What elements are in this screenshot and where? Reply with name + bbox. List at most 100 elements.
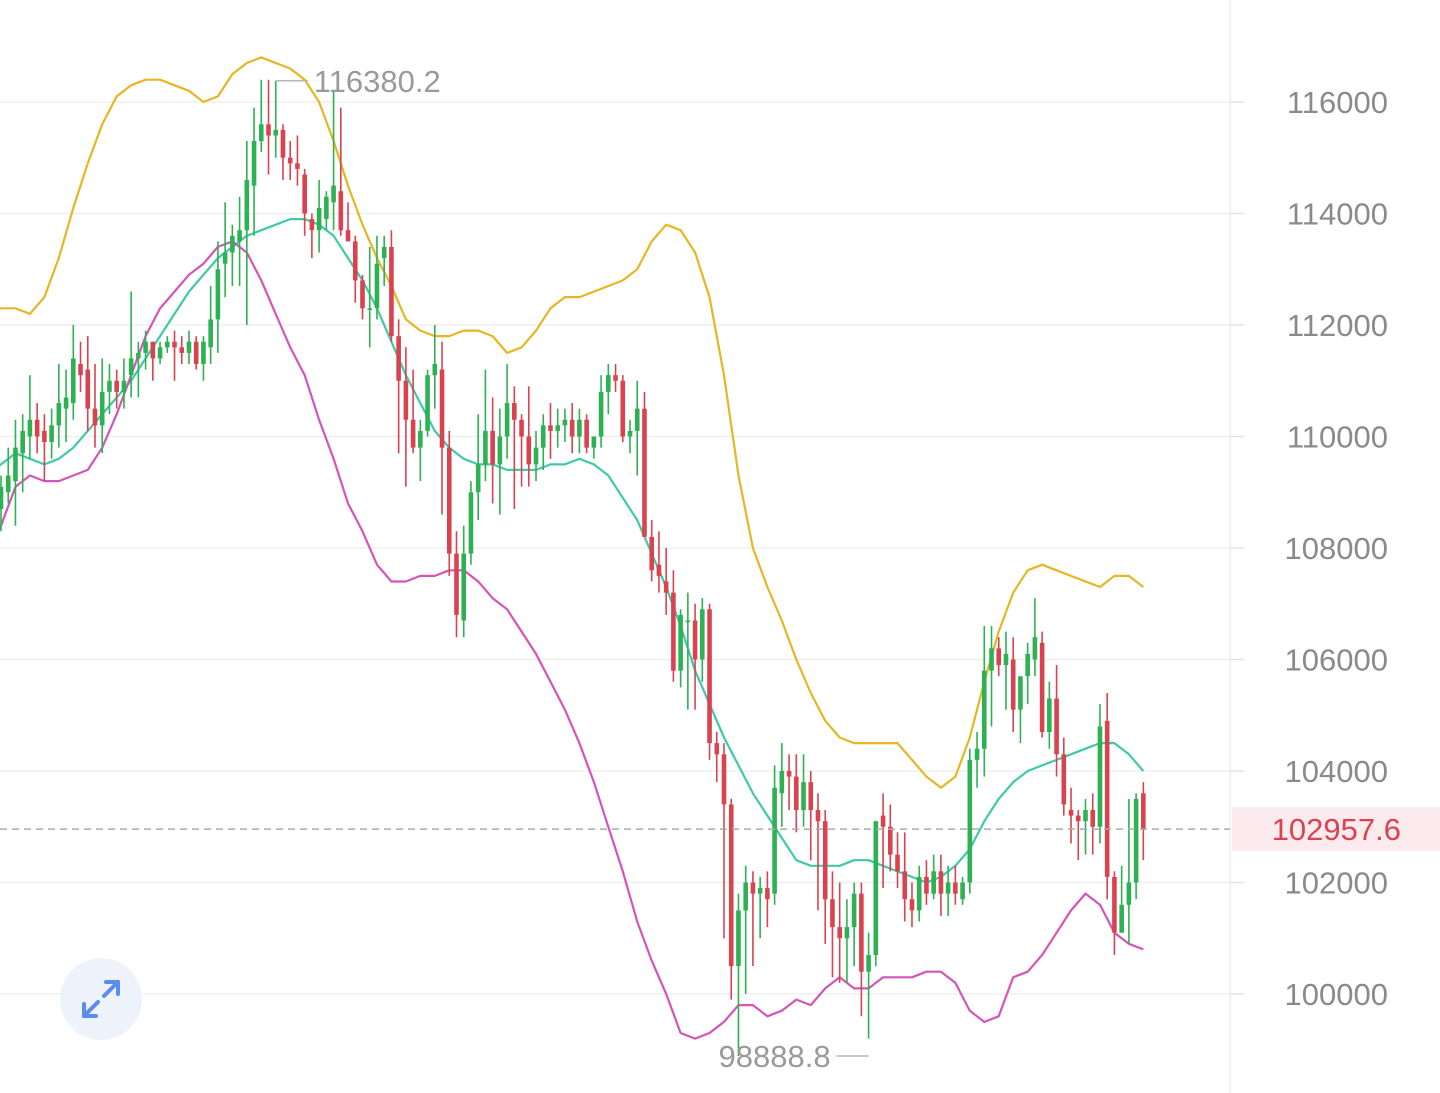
candle[interactable] <box>56 364 62 448</box>
candle[interactable] <box>446 430 452 576</box>
candle[interactable] <box>345 202 351 242</box>
candle[interactable] <box>577 408 582 454</box>
candle[interactable] <box>461 525 467 638</box>
candle[interactable] <box>663 548 669 615</box>
candle[interactable] <box>678 609 683 688</box>
candle[interactable] <box>569 403 575 454</box>
candle[interactable] <box>324 191 329 231</box>
candle[interactable] <box>439 341 445 515</box>
candle[interactable] <box>981 626 987 777</box>
candle[interactable] <box>432 325 438 409</box>
candle[interactable] <box>512 386 517 509</box>
candle[interactable] <box>743 865 748 994</box>
candle[interactable] <box>1047 681 1052 749</box>
candle[interactable] <box>801 754 806 827</box>
candle[interactable] <box>360 274 365 320</box>
candle[interactable] <box>381 235 387 286</box>
candle[interactable] <box>945 865 951 916</box>
candle[interactable] <box>808 771 814 861</box>
candle[interactable] <box>830 871 835 978</box>
candle[interactable] <box>598 375 604 448</box>
candle[interactable] <box>562 408 568 443</box>
candle[interactable] <box>193 336 199 370</box>
candle[interactable] <box>728 798 734 1000</box>
candle[interactable] <box>99 358 105 454</box>
candle[interactable] <box>20 414 25 493</box>
candle[interactable] <box>721 743 727 939</box>
candle[interactable] <box>671 570 676 682</box>
candle[interactable] <box>815 793 821 911</box>
candle[interactable] <box>237 196 242 286</box>
candle[interactable] <box>736 893 741 1056</box>
candle[interactable] <box>548 403 553 459</box>
candle[interactable] <box>201 336 206 381</box>
candle[interactable] <box>1039 631 1045 738</box>
candle[interactable] <box>266 79 271 175</box>
candle[interactable] <box>974 731 980 788</box>
candle[interactable] <box>5 447 11 504</box>
candle[interactable] <box>656 531 662 593</box>
candle[interactable] <box>273 80 279 158</box>
candle[interactable] <box>85 336 91 431</box>
candle[interactable] <box>454 531 459 638</box>
candle[interactable] <box>302 168 307 236</box>
candle[interactable] <box>63 369 69 443</box>
candle[interactable] <box>765 871 770 928</box>
candle[interactable] <box>468 481 474 565</box>
candle[interactable] <box>403 347 409 487</box>
candle[interactable] <box>1075 810 1081 861</box>
candle[interactable] <box>504 364 510 459</box>
candle[interactable] <box>620 375 626 443</box>
candle[interactable] <box>1119 865 1124 933</box>
candle[interactable] <box>172 330 177 381</box>
candle[interactable] <box>251 107 257 236</box>
candle[interactable] <box>208 285 213 365</box>
candle[interactable] <box>953 865 958 905</box>
candle[interactable] <box>78 341 83 392</box>
candle[interactable] <box>389 230 394 342</box>
candle[interactable] <box>938 854 944 916</box>
candle[interactable] <box>873 821 879 967</box>
candle[interactable] <box>851 882 857 967</box>
candle[interactable] <box>692 603 698 710</box>
candle[interactable] <box>13 419 18 526</box>
candle[interactable] <box>128 291 134 398</box>
candle[interactable] <box>396 319 401 454</box>
candle[interactable] <box>606 364 611 415</box>
candle[interactable] <box>584 414 589 454</box>
candle[interactable] <box>757 876 763 939</box>
candle[interactable] <box>533 430 539 482</box>
candle[interactable] <box>143 330 148 370</box>
candle[interactable] <box>591 436 597 459</box>
candle[interactable] <box>649 520 654 582</box>
candle[interactable] <box>931 854 936 900</box>
candle[interactable] <box>121 358 127 409</box>
candle[interactable] <box>1025 642 1030 705</box>
candle[interactable] <box>967 748 973 894</box>
candle[interactable] <box>418 419 423 482</box>
candle[interactable] <box>772 765 777 905</box>
candle[interactable] <box>0 475 4 532</box>
candle[interactable] <box>1018 676 1023 744</box>
candle[interactable] <box>179 336 185 365</box>
candle[interactable] <box>114 369 119 409</box>
candle[interactable] <box>157 341 163 365</box>
candle[interactable] <box>309 213 315 259</box>
candle[interactable] <box>700 598 705 682</box>
candle[interactable] <box>107 364 112 415</box>
candle[interactable] <box>634 380 640 476</box>
candle[interactable] <box>338 107 344 236</box>
candle[interactable] <box>490 397 495 504</box>
candle[interactable] <box>1083 798 1088 855</box>
candle[interactable] <box>642 391 647 537</box>
candle[interactable] <box>42 414 47 482</box>
candle[interactable] <box>34 403 40 454</box>
candle[interactable] <box>902 832 908 922</box>
candle[interactable] <box>859 882 864 1017</box>
candle[interactable] <box>540 414 546 470</box>
candle[interactable] <box>1133 793 1139 900</box>
expand-button[interactable] <box>60 958 142 1040</box>
candle[interactable] <box>164 336 170 353</box>
